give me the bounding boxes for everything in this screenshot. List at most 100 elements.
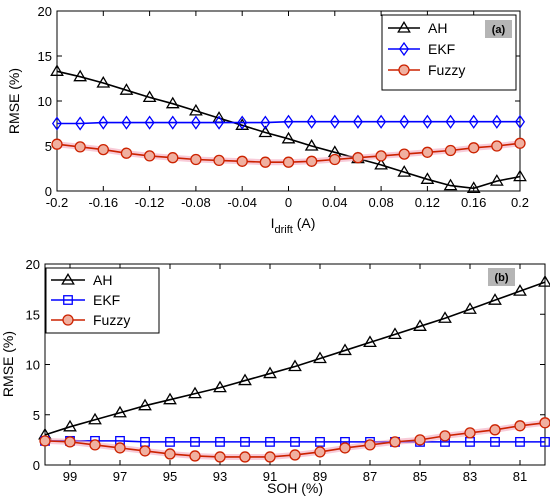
y-tick-label-a: 10: [38, 94, 52, 109]
data-point-fuzzy: [74, 141, 86, 153]
data-point-fuzzy: [282, 156, 295, 168]
legend-label-fuzzy: Fuzzy: [93, 312, 130, 328]
data-point-fuzzy: [489, 424, 501, 436]
data-point-fuzzy: [514, 137, 526, 149]
y-tick-label-b: 5: [33, 408, 40, 423]
data-point-ah: [438, 311, 452, 323]
data-point-ekf: [215, 436, 225, 447]
data-point-ekf: [98, 115, 109, 130]
data-point-fuzzy: [190, 153, 202, 166]
y-tick-label-a: 20: [38, 4, 52, 19]
x-tick-label-a: -0.16: [88, 195, 118, 210]
data-point-ah: [313, 351, 327, 364]
data-point-fuzzy: [539, 417, 550, 429]
panel-tag-bg-a: [485, 20, 512, 38]
data-point-ah: [213, 380, 227, 393]
data-point-ekf: [514, 114, 526, 129]
data-point-fuzzy: [64, 436, 76, 448]
data-point-fuzzy: [352, 152, 364, 164]
data-point-ah: [50, 64, 64, 76]
data-point-fuzzy: [139, 445, 151, 457]
data-point-ekf: [468, 114, 479, 129]
data-point-ekf: [490, 436, 500, 447]
panel-tag-bg-b: [488, 268, 515, 286]
data-point-fuzzy: [89, 439, 101, 451]
x-tick-label-a: -0.08: [181, 195, 211, 210]
data-point-ah: [538, 275, 550, 287]
data-point-ah: [304, 138, 319, 151]
data-point-fuzzy: [444, 144, 457, 157]
data-point-ekf: [283, 114, 294, 129]
y-axis-label-b: RMSE (%): [0, 331, 16, 397]
data-point-fuzzy: [214, 451, 226, 463]
legend-label-ekf: EKF: [428, 41, 455, 57]
x-tick-label-a: -0.12: [135, 195, 165, 210]
data-point-ekf: [121, 115, 132, 130]
series-line-ah: [44, 281, 546, 436]
data-point-ah: [463, 302, 477, 314]
data-point-fuzzy: [213, 154, 225, 167]
data-point-fuzzy: [439, 430, 451, 442]
data-point-ah: [443, 178, 458, 191]
data-point-ekf: [260, 115, 271, 130]
data-point-ah: [489, 174, 504, 186]
data-point-ekf: [315, 436, 325, 447]
y-tick-label-b: 10: [26, 358, 40, 373]
data-point-ah: [63, 419, 77, 432]
data-point-fuzzy: [51, 138, 63, 150]
x-tick-label-a: 0.08: [368, 195, 393, 210]
legend-marker-ah: [61, 272, 75, 285]
data-point-fuzzy: [421, 146, 434, 158]
panel-tag-a: (a): [492, 24, 506, 36]
data-point-fuzzy: [143, 150, 156, 162]
data-point-ekf: [290, 436, 300, 447]
legend-label-fuzzy: Fuzzy: [428, 62, 465, 78]
series-a: [50, 64, 527, 193]
data-point-ekf: [399, 114, 410, 129]
data-point-fuzzy: [514, 420, 526, 432]
data-point-ah: [513, 169, 527, 182]
data-point-ah: [397, 165, 412, 177]
data-point-fuzzy: [389, 436, 401, 448]
legend-label-ekf: EKF: [93, 292, 120, 308]
data-point-fuzzy: [97, 143, 109, 156]
data-point-ekf: [306, 114, 317, 129]
data-point-ah: [73, 69, 88, 82]
data-point-ekf: [190, 436, 200, 447]
data-point-ekf: [445, 114, 456, 129]
data-point-ah: [165, 96, 180, 109]
x-axis-label-a-sub: drift: [274, 224, 292, 236]
data-point-ah: [119, 83, 134, 95]
data-point-fuzzy: [236, 155, 248, 167]
data-point-ah: [413, 319, 427, 331]
x-tick-label-a: -0.04: [227, 195, 257, 210]
data-point-fuzzy: [264, 451, 276, 463]
x-axis-label-a: Idrift (A): [271, 215, 316, 236]
data-point-ah: [258, 125, 273, 138]
series-line-ekf: [57, 120, 520, 125]
y-tick-label-a: 15: [38, 49, 52, 64]
data-point-fuzzy: [314, 446, 326, 458]
legend-b: AH EKF Fuzzy: [45, 267, 160, 334]
series-line-ah: [56, 70, 521, 190]
data-point-ah: [188, 386, 202, 399]
legend-label-ah: AH: [428, 20, 447, 36]
data-point-ah: [288, 359, 302, 372]
data-point-fuzzy: [339, 442, 351, 454]
data-point-ekf: [165, 436, 175, 447]
data-point-fuzzy: [468, 142, 480, 154]
panel-tag-b: (b): [494, 272, 508, 284]
data-point-ekf: [51, 116, 63, 131]
data-point-ah: [466, 181, 481, 193]
x-axis-label-b: SOH (%): [267, 480, 323, 496]
data-point-ah: [338, 343, 352, 356]
legend-marker-ah: [397, 20, 411, 33]
x-tick-label-a: 0.04: [322, 195, 347, 210]
data-point-ah: [420, 172, 435, 184]
x-tick-label-a: 0.16: [461, 195, 486, 210]
data-point-ekf: [265, 436, 275, 447]
data-point-ekf: [422, 114, 433, 129]
x-tick-label-a: 0.12: [415, 195, 440, 210]
x-tick-label-b: 81: [513, 469, 527, 484]
